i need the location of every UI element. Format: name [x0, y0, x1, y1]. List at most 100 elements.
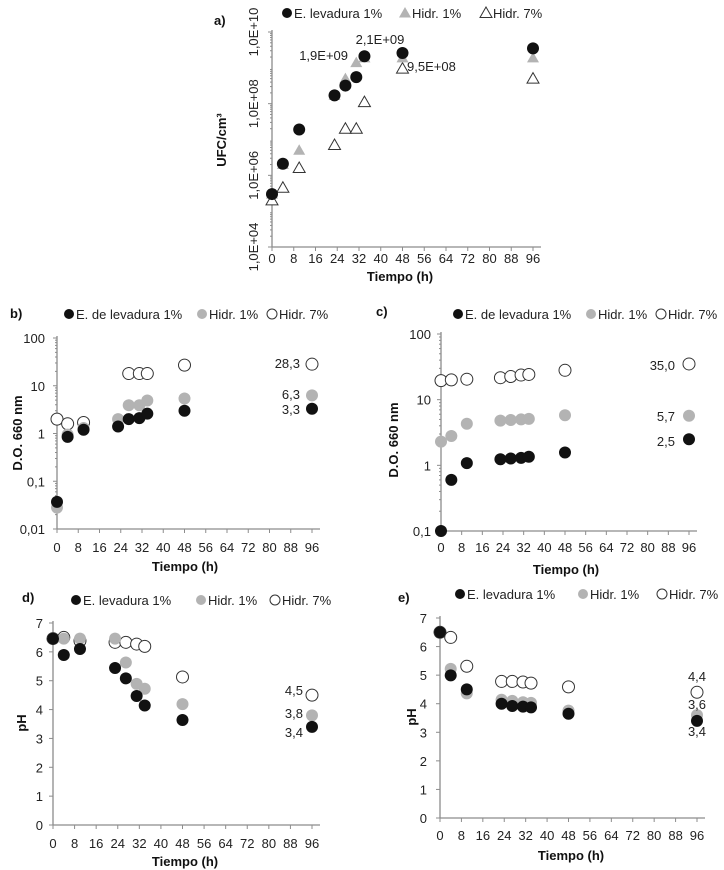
x-axis-title: Tiempo (h) — [533, 562, 599, 577]
x-tick-label: 40 — [540, 828, 554, 843]
series-2 — [265, 61, 540, 206]
x-tick-label: 40 — [374, 251, 388, 266]
legend-label: E. de levadura 1% — [76, 307, 183, 322]
legend-label: Hidr. 7% — [669, 587, 719, 602]
y-tick-label: 5 — [420, 668, 427, 683]
x-tick-label: 24 — [114, 540, 128, 555]
x-tick-label: 96 — [305, 836, 319, 851]
series-0 — [266, 42, 539, 201]
y-tick-label: 0,1 — [413, 524, 431, 539]
series-1 — [266, 51, 539, 199]
legend-item: E. levadura 1% — [455, 587, 556, 602]
data-point — [51, 495, 63, 508]
x-tick-label: 32 — [516, 540, 530, 555]
data-point — [527, 51, 539, 63]
data-point — [350, 71, 363, 84]
data-point — [61, 417, 75, 431]
data-point — [305, 688, 319, 702]
x-tick-label: 72 — [620, 540, 634, 555]
x-tick-label: 88 — [283, 836, 297, 851]
panel-label: d) — [22, 590, 34, 605]
x-tick-label: 64 — [218, 836, 232, 851]
data-point — [119, 672, 132, 685]
y-tick-label: 0,01 — [20, 522, 45, 537]
data-point — [524, 676, 538, 690]
x-tick-label: 24 — [497, 828, 511, 843]
x-axis-title: Tiempo (h) — [152, 854, 218, 869]
x-tick-label: 56 — [199, 540, 213, 555]
data-label: 9,5E+08 — [407, 59, 456, 74]
data-point — [109, 662, 122, 675]
x-tick-label: 8 — [458, 540, 465, 555]
data-point — [176, 713, 189, 726]
y-tick-label: 100 — [23, 331, 45, 346]
x-tick-label: 32 — [132, 836, 146, 851]
legend-item: Hidr. 7% — [655, 307, 718, 322]
legend-marker — [453, 309, 463, 319]
data-point — [504, 414, 517, 427]
data-point — [292, 161, 307, 174]
y-axis-title: pH — [404, 708, 419, 725]
legend-label: E. levadura 1% — [467, 587, 556, 602]
data-point — [562, 680, 575, 694]
y-tick-label: 0 — [420, 811, 427, 826]
data-point — [434, 626, 446, 639]
legend-marker — [269, 594, 281, 606]
y-tick-label: 4 — [420, 697, 427, 712]
data-point — [435, 435, 447, 448]
data-point — [276, 180, 290, 193]
x-tick-label: 56 — [417, 251, 431, 266]
data-point — [109, 632, 122, 645]
data-point — [358, 50, 371, 63]
data-point — [305, 357, 319, 371]
y-tick-label: 7 — [420, 611, 427, 626]
y-tick-label: 1 — [38, 427, 45, 442]
y-tick-label: 0,1 — [27, 474, 45, 489]
legend-label: Hidr. 7% — [668, 307, 718, 322]
x-tick-label: 40 — [154, 836, 168, 851]
legend-item: Hidr. 1% — [578, 587, 640, 602]
data-point — [122, 399, 135, 412]
x-tick-label: 24 — [111, 836, 125, 851]
data-point — [444, 669, 457, 682]
y-tick-label: 1,0E+06 — [246, 151, 261, 200]
data-point — [293, 123, 306, 136]
y-tick-label: 0 — [36, 818, 43, 833]
legend-marker — [655, 308, 667, 320]
data-point — [112, 420, 125, 433]
x-tick-label: 0 — [437, 540, 444, 555]
legend-label: Hidr. 1% — [412, 6, 462, 21]
y-tick-label: 6 — [36, 645, 43, 660]
y-tick-label: 10 — [417, 393, 431, 408]
panel-label: c) — [376, 304, 388, 319]
legend-marker — [282, 8, 292, 18]
legend-item: Hidr. 1% — [197, 307, 259, 322]
data-point — [460, 659, 474, 673]
data-point — [73, 632, 86, 645]
y-tick-label: 1,0E+04 — [246, 223, 261, 272]
panel-d: d)0 8 16 24 32 40 48 56 64 72 80 88 9601234567Tiempo… — [14, 590, 332, 869]
x-tick-label: 80 — [262, 540, 276, 555]
y-tick-label: 1,0E+08 — [246, 79, 261, 128]
y-axis-title: D.O. 660 nm — [10, 395, 25, 470]
legend-marker — [64, 309, 74, 319]
data-point — [460, 683, 473, 696]
x-tick-label: 96 — [682, 540, 696, 555]
x-tick-label: 8 — [71, 836, 78, 851]
data-point — [494, 414, 507, 427]
legend-marker — [479, 5, 493, 18]
data-point — [504, 452, 517, 465]
data-point — [138, 639, 152, 653]
y-tick-label: 6 — [420, 640, 427, 655]
data-label: 3,8 — [285, 706, 303, 721]
data-point — [559, 409, 571, 422]
y-tick-label: 3 — [36, 731, 43, 746]
y-tick-label: 1,0E+10 — [246, 8, 261, 57]
series-2 — [46, 630, 319, 702]
x-tick-label: 64 — [220, 540, 234, 555]
y-tick-label: 1 — [420, 782, 427, 797]
x-tick-label: 88 — [284, 540, 298, 555]
data-point — [328, 89, 341, 102]
data-label: 35,0 — [650, 358, 675, 373]
data-point — [140, 367, 154, 381]
